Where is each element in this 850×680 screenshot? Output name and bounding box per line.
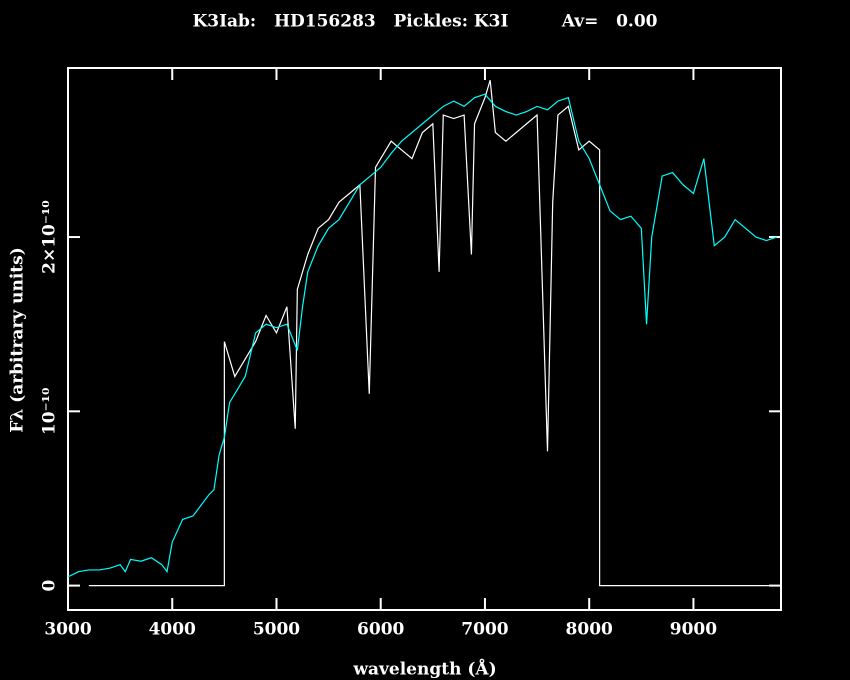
x-axis-label: wavelength (Å) — [352, 658, 496, 680]
spectrum-line — [88, 80, 777, 587]
y-tick-label: 2×10⁻¹⁰ — [40, 200, 60, 274]
y-axis-label: Fλ (arbitrary units) — [8, 247, 28, 433]
x-tick-label: 4000 — [149, 620, 196, 640]
x-tick-label: 8000 — [566, 620, 613, 640]
plot-frame — [67, 67, 782, 611]
x-tick-label: 7000 — [461, 620, 508, 640]
y-tick-label: 10⁻¹⁰ — [40, 388, 60, 436]
spectrum-line — [67, 93, 778, 578]
x-tick-label: 9000 — [670, 620, 717, 640]
y-tick-label: 0 — [40, 580, 60, 592]
x-tick-label: 3000 — [44, 620, 91, 640]
chart-title: K3Iab: HD156283 Pickles: K3I Av= 0.00 — [192, 12, 657, 32]
x-tick-label: 5000 — [253, 620, 300, 640]
x-tick-label: 6000 — [357, 620, 404, 640]
